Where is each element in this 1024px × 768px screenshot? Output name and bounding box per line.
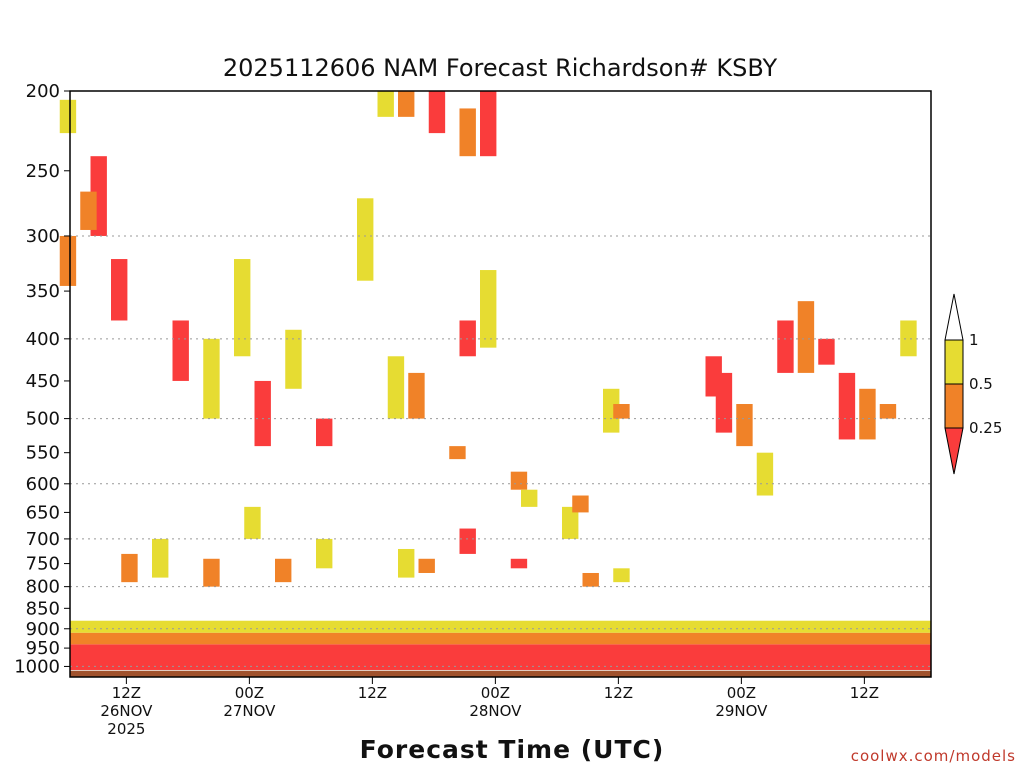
ri-cell-17 <box>387 356 405 419</box>
ytick-label-650: 650 <box>26 502 60 523</box>
legend-label-1: 0.5 <box>969 375 993 393</box>
ri-cell-8 <box>234 259 251 357</box>
ri-cell-7 <box>254 380 271 447</box>
ri-cell-9 <box>285 329 302 389</box>
ri-cell-3 <box>59 235 77 286</box>
ytick-label-450: 450 <box>26 371 60 392</box>
ri-cell-6 <box>203 338 220 419</box>
x-axis-label: Forecast Time (UTC) <box>360 735 665 764</box>
source-credit: coolwx.com/models <box>851 747 1016 765</box>
xtick-label-72-0: 00Z <box>727 684 756 702</box>
ri-cell-23 <box>521 489 538 507</box>
ytick-label-850: 850 <box>26 598 60 619</box>
ri-cell-16 <box>480 91 497 157</box>
ytick-label-400: 400 <box>26 329 60 350</box>
ri-cell-14 <box>428 91 446 134</box>
ri-cell-10 <box>316 418 333 447</box>
ri-cell-48 <box>510 558 528 569</box>
legend-arrow-top <box>944 293 964 341</box>
ri-cell-36 <box>859 388 876 440</box>
ytick-label-1000: 1000 <box>14 656 60 677</box>
ri-cell-33 <box>797 301 815 373</box>
ri-cell-30 <box>736 404 753 447</box>
ri-cell-38 <box>900 320 917 357</box>
ri-cell-22 <box>510 471 528 490</box>
legend-swatch-0 <box>944 339 964 385</box>
ytick-label-500: 500 <box>26 409 60 430</box>
ri-cell-50 <box>613 568 630 583</box>
ytick-label-900: 900 <box>26 619 60 640</box>
colorbar-legend: 1 0.5 0.25 <box>944 293 1002 475</box>
xtick-label-84-0: 12Z <box>850 684 879 702</box>
ytick-label-250: 250 <box>26 161 60 182</box>
y-axis-ticks: 200 250 300 350 400 450 500 550 600 650 700 7508008… <box>14 81 70 677</box>
ri-cell-12 <box>377 91 394 117</box>
xtick-label-12-1: 26NOV <box>100 702 153 720</box>
ri-cell-25 <box>572 495 589 513</box>
chart-title: 2025112606 NAM Forecast Richardson# KSBY <box>223 54 778 82</box>
xtick-label-12-2: 2025 <box>107 720 145 738</box>
ri-cell-35 <box>838 372 856 440</box>
ri-cell-5 <box>172 320 189 381</box>
low-level-band-0 <box>70 644 931 670</box>
ri-cell-41 <box>203 558 220 587</box>
ri-cell-24 <box>562 506 579 539</box>
low-level-band-1 <box>70 632 931 645</box>
ri-cell-49 <box>582 572 599 587</box>
ytick-label-600: 600 <box>26 474 60 495</box>
xtick-label-72-1: 29NOV <box>715 702 768 720</box>
ri-cell-21 <box>449 446 466 460</box>
ri-cell-43 <box>275 558 292 583</box>
ri-cell-29 <box>715 372 733 433</box>
ri-cell-40 <box>152 538 169 578</box>
ri-cell-2 <box>80 191 97 230</box>
ytick-label-750: 750 <box>26 554 60 575</box>
ri-cell-18 <box>408 372 425 419</box>
ytick-label-950: 950 <box>26 638 60 659</box>
xtick-label-48-0: 00Z <box>481 684 510 702</box>
ri-cell-27 <box>613 404 630 419</box>
ytick-label-300: 300 <box>26 226 60 247</box>
xtick-label-48-1: 28NOV <box>469 702 522 720</box>
xtick-label-60-0: 12Z <box>604 684 633 702</box>
plot-frame <box>69 90 932 678</box>
legend-arrow-bottom <box>944 427 964 475</box>
ri-cell-15 <box>459 108 476 157</box>
ri-cell-47 <box>459 528 476 554</box>
ytick-label-800: 800 <box>26 577 60 598</box>
ri-cell-45 <box>398 548 415 578</box>
ri-cell-4 <box>111 259 128 321</box>
heatmap-cells <box>59 91 931 677</box>
ri-cell-34 <box>818 338 835 365</box>
ytick-label-550: 550 <box>26 443 60 464</box>
xtick-label-24-1: 27NOV <box>223 702 276 720</box>
ri-cell-0 <box>59 99 77 134</box>
pressure-gridlines <box>70 235 931 667</box>
ri-cell-37 <box>879 404 897 419</box>
ytick-label-700: 700 <box>26 529 60 550</box>
low-level-band-2 <box>70 620 931 633</box>
legend-swatch-1 <box>944 383 964 429</box>
ri-cell-26 <box>603 388 620 433</box>
ri-cell-31 <box>756 452 774 496</box>
xtick-label-36-0: 12Z <box>358 684 387 702</box>
ri-cell-44 <box>316 538 333 569</box>
ri-cell-39 <box>121 553 138 583</box>
legend-label-2: 0.25 <box>969 419 1002 437</box>
ytick-label-350: 350 <box>26 281 60 302</box>
xtick-label-12-0: 12Z <box>112 684 141 702</box>
ri-cell-46 <box>418 558 435 573</box>
ri-cell-13 <box>398 91 415 117</box>
ri-cell-32 <box>777 320 794 373</box>
ground-strip <box>70 670 931 677</box>
ri-cell-20 <box>480 270 497 348</box>
ri-cell-42 <box>244 506 261 539</box>
ytick-label-200: 200 <box>26 81 60 102</box>
ri-cell-11 <box>357 198 374 281</box>
xtick-label-24-0: 00Z <box>235 684 264 702</box>
legend-label-0: 1 <box>969 331 979 349</box>
